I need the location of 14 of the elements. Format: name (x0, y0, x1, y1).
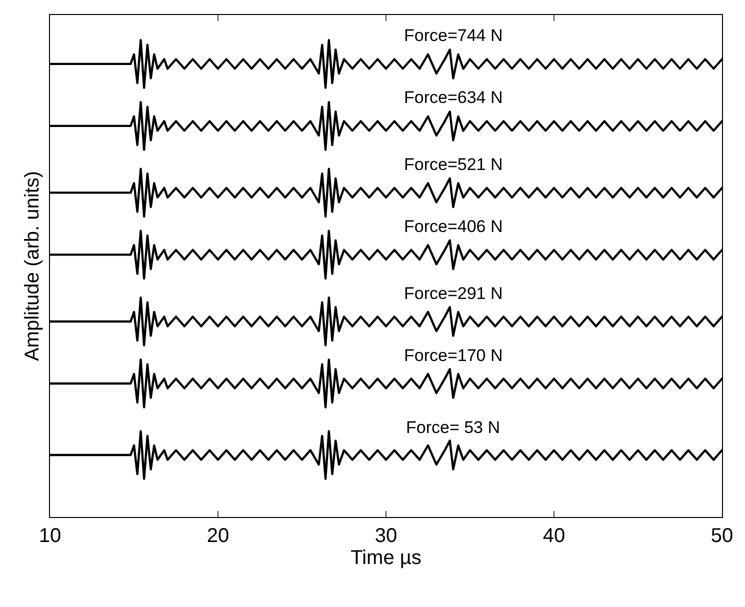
series-label: Force=170 N (404, 346, 503, 365)
x-tick-label: 20 (206, 525, 230, 547)
x-axis-title: Time µs (350, 547, 422, 569)
y-axis-title: Amplitude (arb. units) (22, 170, 44, 362)
x-tick-label: 30 (374, 525, 398, 547)
series-label: Force=291 N (404, 284, 503, 303)
x-tick-label: 50 (710, 525, 734, 547)
series-label: Force=634 N (404, 88, 503, 107)
x-tick-label: 40 (542, 525, 566, 547)
series-label: Force= 53 N (406, 418, 500, 437)
series-label: Force=744 N (404, 26, 503, 45)
series-label: Force=406 N (404, 217, 503, 236)
x-tick-label: 10 (38, 525, 62, 547)
series-label: Force=521 N (404, 155, 503, 174)
